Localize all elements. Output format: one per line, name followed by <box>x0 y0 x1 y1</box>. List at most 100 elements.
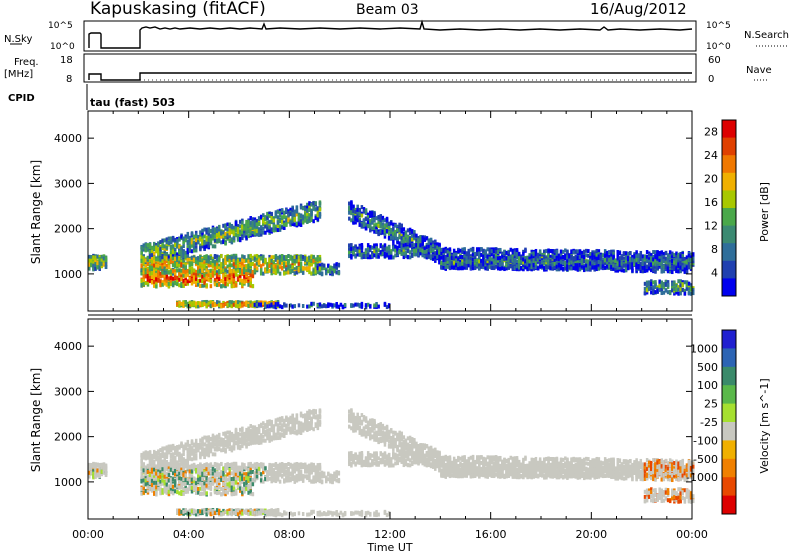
power-echo-cell <box>364 303 368 308</box>
power-echo-cell <box>383 231 387 236</box>
power-echo-cell <box>190 240 194 245</box>
power-echo-cell <box>528 256 531 261</box>
power-echo-cell <box>503 250 506 255</box>
power-echo-cell <box>371 251 374 256</box>
power-echo-cell <box>220 234 223 239</box>
power-echo-cell <box>383 229 387 234</box>
power-echo-cell <box>270 271 273 276</box>
power-echo-cell <box>501 266 504 271</box>
power-echo-cell <box>568 254 571 259</box>
power-echo-cell <box>301 304 305 309</box>
power-echo-cell <box>528 259 531 264</box>
nsky-label: N.Sky <box>4 34 32 45</box>
power-echo-cell <box>664 256 668 261</box>
power-echo-cell <box>153 283 156 288</box>
power-echo-cell <box>153 269 156 274</box>
power-echo-cell <box>272 261 276 266</box>
power-echo-cell <box>245 302 248 307</box>
power-echo-cell <box>207 269 211 274</box>
power-echo-cell <box>517 251 521 256</box>
power-echo-cell <box>465 256 468 261</box>
power-echo-cell <box>503 267 506 272</box>
power-echo-cell <box>538 261 542 266</box>
power-echo-cell <box>207 301 211 306</box>
power-echo-cell <box>574 263 578 268</box>
power-echo-cell <box>167 281 171 286</box>
power-echo-cell <box>274 264 278 269</box>
power-echo-cell <box>387 246 391 251</box>
power-echo-cell <box>383 251 387 256</box>
power-echo-cell <box>373 223 376 228</box>
power-echo-cell <box>650 279 653 284</box>
power-echo-cell <box>211 302 215 307</box>
power-echo-cell <box>478 247 481 252</box>
power-echo-cell <box>496 263 500 268</box>
power-echo-cell <box>186 260 190 265</box>
power-echo-cell <box>266 304 269 309</box>
power-echo-cell <box>259 256 263 261</box>
power-echo-cell <box>264 230 267 235</box>
power-echo-cell <box>157 263 160 268</box>
power-echo-cell <box>194 245 198 250</box>
power-echo-cell <box>306 215 309 220</box>
power-echo-cell <box>394 232 397 237</box>
power-echo-cell <box>373 229 376 234</box>
power-echo-cell <box>324 270 328 275</box>
power-echo-cell <box>396 250 399 255</box>
power-echo-cell <box>274 211 278 216</box>
power-echo-cell <box>157 242 160 247</box>
power-echo-cell <box>150 257 154 262</box>
power-echo-cell <box>429 247 433 252</box>
power-echo-cell <box>645 264 649 269</box>
power-echo-cell <box>245 219 248 224</box>
power-echo-cell <box>171 244 175 249</box>
power-echo-cell <box>499 266 502 271</box>
power-echo-cell <box>566 266 569 271</box>
power-echo-cell <box>423 235 427 240</box>
power-echo-cell <box>239 275 242 280</box>
power-echo-cell <box>348 216 351 221</box>
power-echo-cell <box>425 253 429 258</box>
power-echo-cell <box>664 282 668 287</box>
power-echo-cell <box>98 257 101 262</box>
power-echo-cell <box>171 256 175 261</box>
power-echo-cell <box>532 251 536 256</box>
power-echo-cell <box>616 252 619 257</box>
power-echo-cell <box>203 254 206 259</box>
power-echo-cell <box>153 272 156 277</box>
power-echo-cell <box>234 272 238 277</box>
beam-title: Beam 03 <box>356 2 419 18</box>
power-echo-cell <box>190 261 194 266</box>
power-echo-cell <box>352 303 355 308</box>
power-echo-cell <box>387 255 391 260</box>
power-echo-cell <box>507 251 510 256</box>
power-echo-cell <box>385 250 389 255</box>
power-echo-cell <box>574 254 578 259</box>
power-echo-cell <box>194 248 198 253</box>
power-echo-cell <box>555 261 559 266</box>
power-echo-cell <box>215 227 219 232</box>
power-echo-cell <box>230 263 234 268</box>
power-echo-cell <box>184 274 187 279</box>
power-echo-cell <box>266 220 269 225</box>
power-echo-cell <box>635 255 638 260</box>
power-echo-cell <box>266 267 269 272</box>
power-echo-cell <box>522 260 525 265</box>
power-echo-cell <box>278 219 282 224</box>
power-echo-cell <box>173 271 177 276</box>
power-echo-cell <box>184 280 187 285</box>
power-echo-cell <box>427 245 431 250</box>
power-echo-cell <box>197 234 200 239</box>
power-echo-cell <box>291 304 294 309</box>
power-echo-cell <box>645 290 649 295</box>
power-echo-cell <box>337 262 341 267</box>
power-echo-cell <box>239 269 242 274</box>
power-echo-cell <box>287 218 290 223</box>
power-echo-cell <box>492 263 496 268</box>
power-echo-cell <box>98 265 101 270</box>
power-echo-cell <box>492 247 496 252</box>
power-echo-cell <box>402 231 406 236</box>
power-echo-cell <box>278 258 282 263</box>
power-echo-cell <box>205 265 208 270</box>
power-echo-cell <box>364 222 368 227</box>
